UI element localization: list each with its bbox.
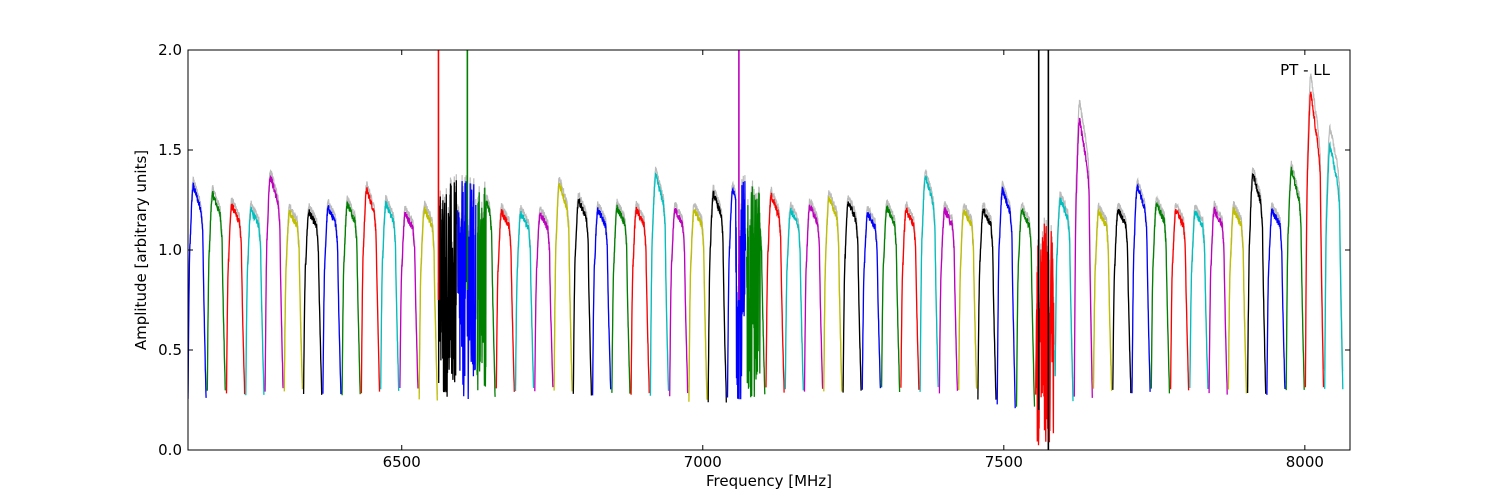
channel-series-line (1169, 208, 1190, 391)
y-tick-label: 2.0 (158, 41, 182, 59)
channel-series-line (765, 192, 785, 393)
channel-series-line (302, 209, 323, 395)
channel-series-line (919, 175, 939, 392)
channel-series-line (977, 208, 997, 400)
channel-series-line (188, 182, 207, 399)
x-tick-label: 8000 (1286, 453, 1324, 471)
channel-series-line (380, 200, 400, 391)
channel-series-line (437, 180, 458, 397)
y-tick-label: 0.5 (158, 341, 182, 359)
channel-series-line (669, 207, 689, 397)
channel-series-line (1285, 166, 1305, 391)
channel-series-line (1304, 91, 1325, 388)
channel-series-line (572, 198, 593, 396)
channel-series-line (900, 207, 920, 390)
channel-series-line (803, 204, 824, 392)
channel-series-line (534, 212, 554, 392)
channel-series-line (206, 190, 226, 391)
channel-series-line (823, 196, 843, 392)
y-axis: 0.0 0.5 1.0 1.5 2.0 (158, 41, 1350, 459)
channel-series-line (399, 211, 419, 389)
plot-frame (187, 49, 1351, 451)
channel-series-line (225, 203, 246, 395)
channel-series-line (746, 186, 766, 398)
x-axis-label: Frequency [MHz] (706, 472, 832, 490)
channel-series-line (611, 204, 631, 394)
channel-series-line (1054, 197, 1074, 402)
channel-series-line (476, 187, 496, 397)
channel-series-line (938, 207, 959, 394)
channel-series-line (1131, 182, 1151, 394)
channel-series-line (514, 210, 535, 392)
x-tick-label: 7000 (684, 453, 722, 471)
channel-series-line (1324, 141, 1344, 390)
channel-series-line (1208, 206, 1228, 395)
channel-series-line (283, 209, 304, 392)
channel-series-line (784, 207, 804, 391)
channel-series-line (958, 209, 978, 391)
channel-series-line (1266, 207, 1286, 395)
channel-series-line (341, 201, 361, 396)
channel-series-line (630, 206, 650, 395)
channel-series-line (707, 190, 727, 403)
channel-series-line (1073, 117, 1093, 398)
channel-series-line (861, 212, 882, 390)
channel-series-line (688, 208, 708, 402)
channel-series-line (360, 187, 381, 394)
channel-series-line (1189, 209, 1209, 390)
channel-series-line (1035, 223, 1055, 446)
x-axis: 6500 7000 7500 8000 (383, 50, 1324, 471)
channel-series-line (591, 207, 612, 396)
y-axis-label: Amplitude [arbitrary units] (132, 150, 150, 350)
x-tick-label: 6500 (383, 453, 421, 471)
channel-series-line (495, 209, 515, 392)
channel-series-line (264, 174, 284, 392)
channel-series-line (1112, 208, 1132, 394)
channel-series-line (245, 206, 265, 396)
channel-series-line (649, 172, 670, 396)
channel-series-line (553, 182, 573, 392)
y-tick-label: 1.0 (158, 241, 182, 259)
channel-series-line (1150, 200, 1171, 394)
channel-series-line (1015, 208, 1036, 407)
channel-series-line (996, 186, 1016, 409)
channel-series-line (880, 205, 901, 393)
x-tick-label: 7500 (985, 453, 1023, 471)
channel-series-line (322, 205, 342, 395)
series-layer (188, 50, 1344, 450)
channel-series-line (1246, 172, 1267, 394)
y-tick-label: 1.5 (158, 141, 182, 159)
channel-series-line (418, 206, 438, 401)
channel-series-line (726, 181, 747, 400)
chart-annotation: PT - LL (1280, 61, 1331, 79)
channel-series-line (1092, 208, 1113, 391)
channel-series-line (1227, 207, 1248, 394)
y-tick-label: 0.0 (158, 441, 182, 459)
channel-series-line (842, 201, 862, 393)
